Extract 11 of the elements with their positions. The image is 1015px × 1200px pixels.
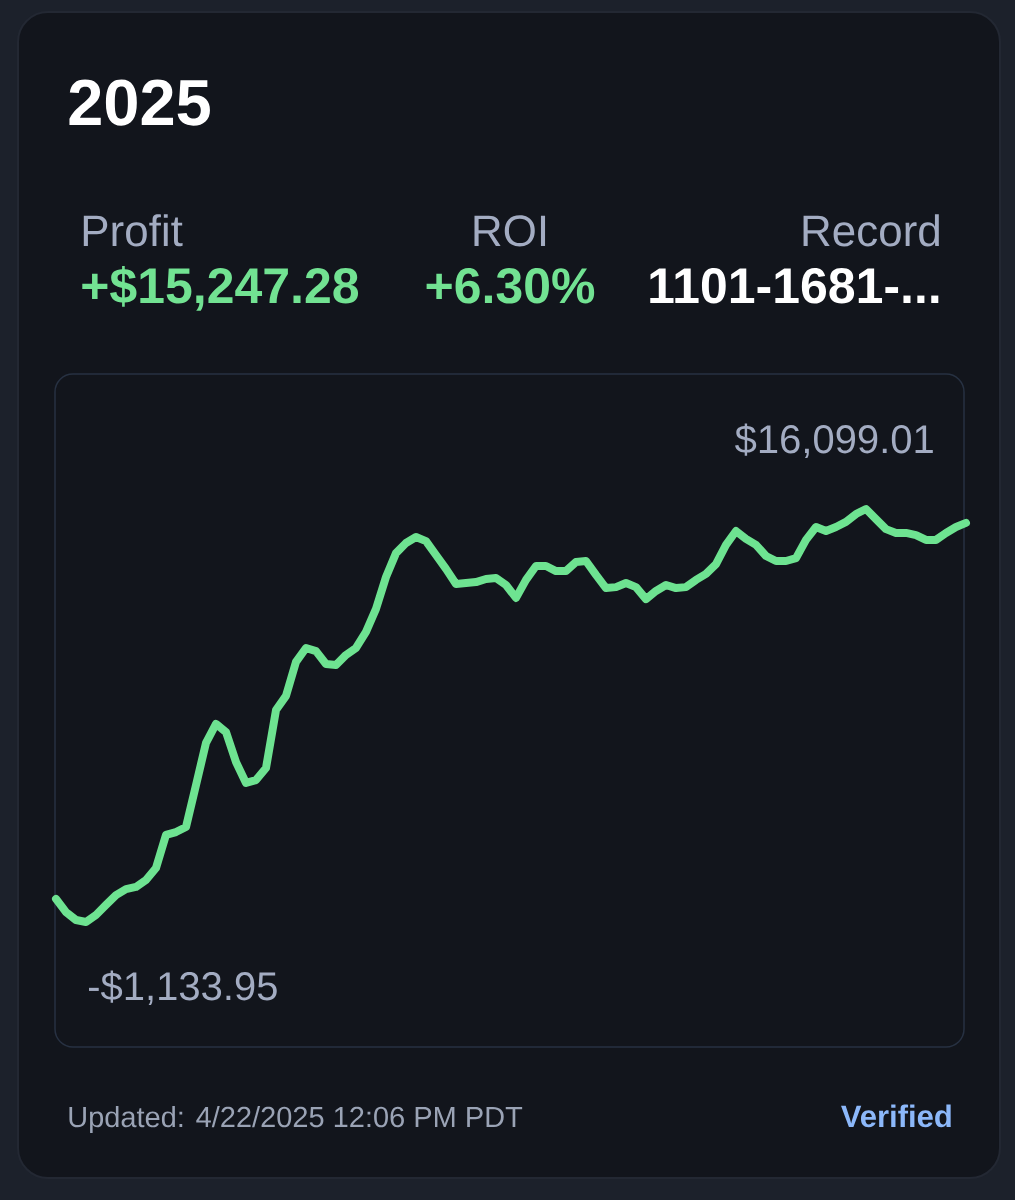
text: Updated: 4/22/2025 12:06 PM PDT — [69, 1105, 523, 1134]
text: Record — [803, 214, 939, 247]
text: +$15,247.28 — [82, 265, 359, 311]
data-label: -$1,133.95 — [88, 970, 277, 1006]
text: Profit — [83, 214, 183, 247]
text: ROI — [474, 215, 546, 247]
text: +6.30% — [426, 268, 595, 304]
text: Verified — [841, 1104, 951, 1128]
chart-title: 2025 — [69, 79, 210, 126]
data-label: $16,099.01 — [735, 423, 933, 459]
text: 1101-1681-... — [650, 268, 939, 304]
